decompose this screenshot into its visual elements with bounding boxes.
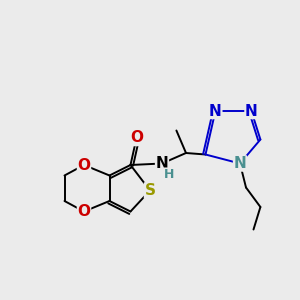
Text: N: N: [156, 156, 168, 171]
Text: O: O: [130, 130, 143, 146]
Text: O: O: [77, 204, 91, 219]
Text: O: O: [77, 158, 91, 172]
Text: N: N: [245, 103, 258, 118]
Text: N: N: [234, 156, 246, 171]
Text: S: S: [145, 183, 155, 198]
Text: N: N: [209, 103, 222, 118]
Text: H: H: [164, 168, 175, 181]
